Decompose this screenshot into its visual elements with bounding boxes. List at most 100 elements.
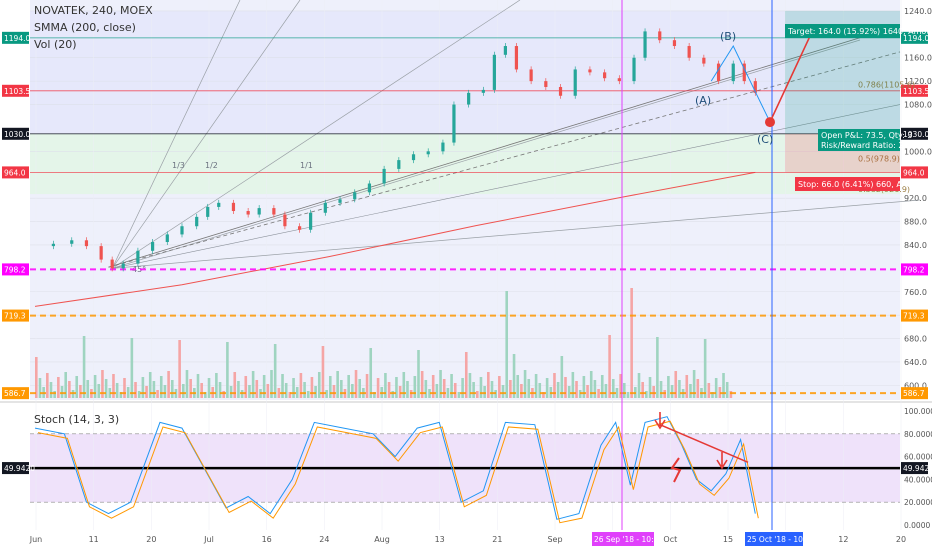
volume-bar (420, 371, 424, 398)
volume-bar (314, 386, 317, 398)
stoch-legend: Stoch (14, 3, 3) (34, 413, 120, 426)
volume-bar (170, 380, 174, 398)
pnl-box (818, 129, 900, 151)
volume-bar (82, 336, 86, 398)
volume-bar (204, 392, 207, 398)
fib-label: 0.5(978.9) (858, 155, 900, 164)
candle-body (382, 168, 386, 184)
x-tick-label: 15 (723, 535, 733, 544)
level-badge-left (2, 31, 29, 44)
candle-body (231, 202, 236, 212)
volume-bar (696, 379, 700, 398)
candle-body (298, 226, 302, 230)
main-y-tick-label: 1120.0 (904, 77, 932, 86)
candle-body (272, 208, 276, 215)
volume-bar (115, 383, 119, 398)
down-arrow-icon (654, 412, 666, 430)
volume-bar (630, 288, 633, 398)
candle-body (481, 89, 485, 93)
x-tick-label: 24 (319, 535, 329, 544)
candle-body (603, 72, 607, 79)
volume-bar (277, 388, 281, 398)
level-badge-left (2, 387, 29, 400)
volume-bar (299, 373, 303, 398)
volume-bar (398, 386, 402, 398)
wave-label-b: (B) (720, 30, 736, 43)
volume-bar (237, 381, 240, 398)
main-y-tick-label: 600.0 (904, 381, 927, 390)
main-y-tick-label: 640.0 (904, 358, 927, 367)
volume-bar (391, 391, 395, 398)
volume-bar (542, 392, 545, 398)
stoch-y-tick-label: 0.0000 (904, 521, 930, 530)
volume-bar (487, 372, 490, 398)
volume-bar (226, 342, 229, 398)
volume-bar (317, 372, 321, 398)
volume-bar (86, 380, 90, 398)
wave-label-c: (C) (757, 133, 773, 146)
volume-bar (373, 392, 376, 398)
candle-body (257, 208, 261, 215)
volume-bar (196, 374, 200, 398)
symbol-legend: NOVATEK, 240, MOEX (34, 4, 153, 17)
volume-bar (178, 340, 181, 398)
volume-bar (97, 384, 101, 398)
volume-bar (509, 380, 512, 398)
stoch-badge-left (2, 462, 29, 475)
volume-bar (615, 388, 619, 398)
volume-bar (637, 373, 641, 398)
volume-bar (501, 385, 505, 398)
volume-bar (498, 376, 501, 398)
x-tick-label: 21 (492, 535, 502, 544)
smma-line (34, 171, 756, 307)
volume-bar (619, 374, 622, 398)
main-y-tick-label: 920.0 (904, 194, 927, 203)
volume-bar (185, 370, 189, 398)
volume-bar (152, 381, 156, 398)
main-y-tick-label: 1240.0 (904, 7, 932, 16)
rr-text: Risk/Reward Ratio: 2.48 (821, 141, 916, 150)
candle-body (411, 154, 416, 161)
volume-bar (244, 376, 248, 398)
candle-body (180, 226, 184, 235)
volume-bar (281, 374, 284, 398)
stoch-y-tick-label: 80.0000 (904, 430, 932, 439)
volume-bar (347, 375, 350, 398)
volume-bar (567, 386, 571, 398)
volume-bar (729, 391, 733, 398)
volume-bar (134, 382, 137, 398)
candle-body (492, 54, 496, 90)
candle-body (643, 31, 647, 58)
volume-bar (516, 375, 520, 398)
volume-bar (553, 373, 556, 398)
volume-bar (126, 387, 130, 398)
stoch-level-label-right: 49.9420 (903, 464, 932, 473)
volume-bar (623, 383, 626, 398)
volume-bar (156, 390, 159, 398)
fan-line (112, 199, 921, 269)
volume-bar (262, 375, 266, 398)
volume-bar (523, 370, 527, 398)
volume-bar (648, 377, 652, 398)
volume-bar (402, 372, 406, 398)
level-label-left: 1030.0 (4, 130, 30, 139)
candle-body (573, 69, 577, 96)
volume-bar (329, 376, 332, 398)
volume-bar (545, 378, 549, 398)
volume-bar (35, 357, 38, 398)
volume-bar (527, 379, 531, 398)
level-badge-right (901, 166, 928, 179)
volume-bar (182, 384, 185, 398)
volume-bar (446, 388, 450, 398)
pnl-text: Open P&L: 73.5, Qty: 3 (821, 131, 912, 140)
x-tick-label: 16 (262, 535, 272, 544)
volume-bar (505, 291, 508, 398)
main-y-tick-label: 1080.0 (904, 101, 932, 110)
level-label-left: 964.0 (4, 168, 26, 177)
volume-bar (468, 373, 472, 398)
volume-bar (310, 377, 314, 398)
volume-bar (564, 377, 567, 398)
fan-line (112, 39, 861, 269)
target-arrow (769, 26, 815, 123)
